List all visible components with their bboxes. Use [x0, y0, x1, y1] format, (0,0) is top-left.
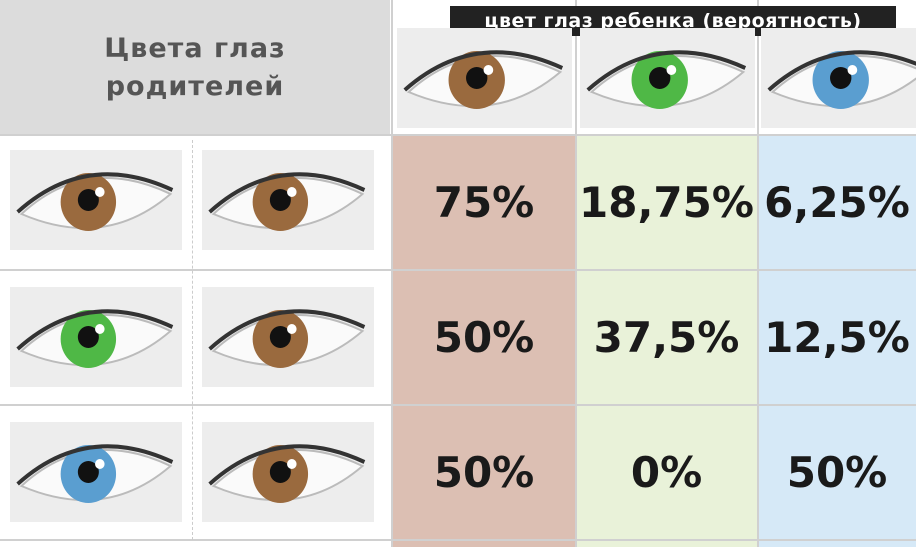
lashes	[16, 309, 174, 351]
probability: 12,5%	[764, 313, 910, 362]
lashes	[767, 50, 916, 92]
highlight	[287, 187, 297, 197]
pupil	[466, 67, 488, 89]
pupil	[649, 67, 671, 89]
pupil	[77, 461, 99, 483]
probability: 50%	[433, 448, 535, 497]
col-divider	[192, 140, 193, 540]
blue-column	[758, 135, 916, 547]
highlight	[666, 65, 677, 75]
highlight	[847, 65, 858, 75]
col-divider	[575, 0, 577, 547]
pupil	[269, 461, 291, 483]
row-divider	[0, 269, 916, 271]
eye-image	[10, 422, 182, 522]
pupil	[77, 189, 99, 211]
eye-image	[397, 28, 572, 128]
probability: 37,5%	[593, 313, 740, 362]
eye-image	[10, 150, 182, 250]
pupil	[269, 326, 291, 348]
highlight	[287, 324, 297, 334]
lashes	[586, 50, 747, 92]
green-column	[576, 135, 757, 547]
parents-label: Цвета глаз родителей	[104, 32, 286, 102]
highlight	[287, 459, 297, 469]
eye-image	[202, 150, 374, 250]
eye-image	[202, 287, 374, 387]
row-divider	[0, 539, 916, 541]
parents-header: Цвета глаз родителей	[0, 0, 390, 135]
lashes	[208, 172, 366, 214]
eye-image	[580, 28, 755, 128]
eye-image	[761, 28, 916, 128]
pupil	[269, 189, 291, 211]
probability: 75%	[433, 178, 535, 227]
lashes	[403, 50, 564, 92]
probability: 0%	[630, 448, 703, 497]
probability: 18,75%	[579, 178, 754, 227]
probability: 6,25%	[764, 178, 910, 227]
highlight	[95, 187, 105, 197]
probability: 50%	[433, 313, 535, 362]
lashes	[16, 444, 174, 486]
highlight	[95, 324, 105, 334]
row-divider	[0, 404, 916, 406]
brown-column	[393, 135, 575, 547]
lashes	[208, 444, 366, 486]
highlight	[95, 459, 105, 469]
lashes	[208, 309, 366, 351]
eye-image	[10, 287, 182, 387]
pupil	[830, 67, 852, 89]
row-divider	[0, 134, 916, 136]
probability: 50%	[786, 448, 888, 497]
lashes	[16, 172, 174, 214]
col-divider	[391, 0, 393, 547]
col-divider	[757, 0, 759, 547]
highlight	[483, 65, 494, 75]
pupil	[77, 326, 99, 348]
eye-image	[202, 422, 374, 522]
